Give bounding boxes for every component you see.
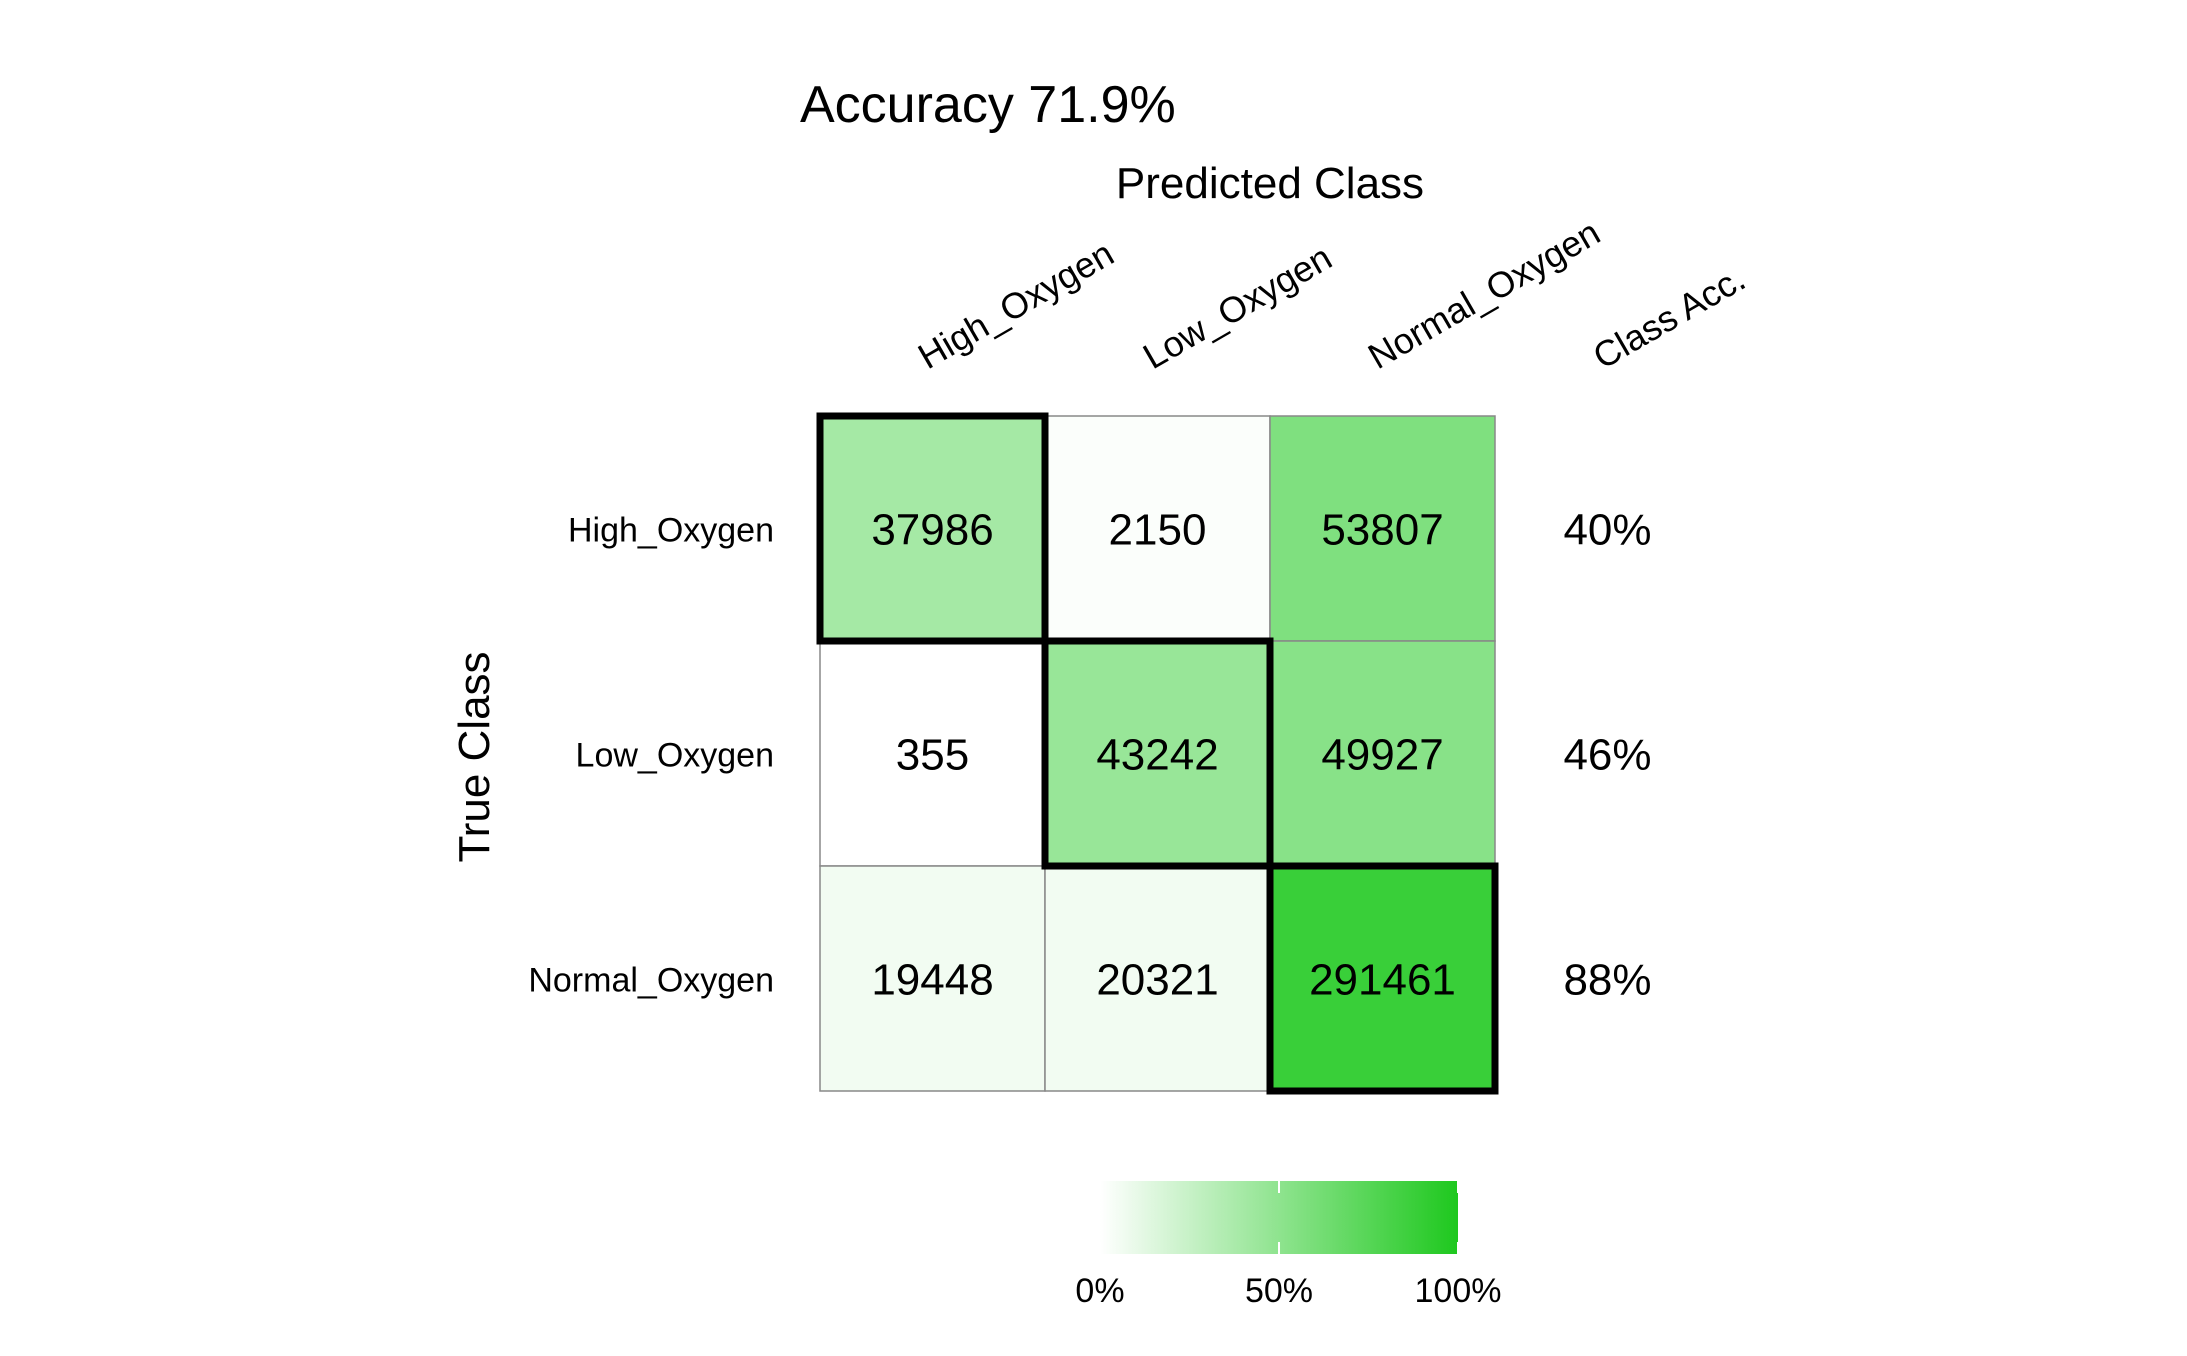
x-axis-title: Predicted Class [1116, 159, 1424, 208]
cell-count-label: 20321 [1096, 956, 1218, 1005]
diagonal-highlight [816, 412, 1049, 645]
y-axis-title: True Class [450, 651, 499, 862]
diagonal-highlight [1266, 862, 1499, 1095]
heatmap-cell [1044, 865, 1271, 1092]
diagonal-highlight [1041, 637, 1274, 870]
heatmap-cell [1269, 415, 1496, 642]
heatmap-cell [819, 865, 1046, 1092]
heatmap-cell [1044, 415, 1271, 642]
cell-count-label: 355 [896, 731, 969, 780]
chart-title: Accuracy 71.9% [800, 76, 1176, 134]
column-label: High_Oxygen [911, 232, 1120, 377]
class-accuracy-labels: 40% 46% 88% [1563, 506, 1651, 1005]
row-label: Normal_Oxygen [528, 962, 774, 1000]
cell-count-label: 53807 [1321, 506, 1443, 555]
class-accuracy-value: 46% [1563, 731, 1651, 780]
column-labels: High_Oxygen Low_Oxygen Normal_OxygenClass … [911, 211, 1752, 377]
class-accuracy-value: 88% [1563, 956, 1651, 1005]
cell-count-label: 37986 [871, 506, 993, 555]
cell-count-label: 2150 [1109, 506, 1207, 555]
heatmap-cell [819, 415, 1046, 642]
row-labels: High_Oxygen Low_Oxygen Normal_Oxygen [528, 512, 774, 1000]
class-accuracy-value: 40% [1563, 506, 1651, 555]
colorbar: 0% 50% 100% [1075, 1181, 1501, 1310]
colorbar-tick-label: 0% [1075, 1272, 1124, 1310]
cell-count-label: 49927 [1321, 731, 1443, 780]
class-acc-header: Class Acc. [1586, 257, 1752, 377]
column-label: Normal_Oxygen [1361, 211, 1607, 377]
heatmap-cells: 37986 2150 53807 355 43242 49927 19448 20321 291… [816, 412, 1499, 1095]
column-label: Low_Oxygen [1136, 236, 1338, 377]
colorbar-tick-label: 50% [1245, 1272, 1313, 1310]
colorbar-gradient [1100, 1181, 1458, 1254]
heatmap-cell [819, 640, 1046, 867]
row-label: Low_Oxygen [576, 737, 774, 775]
heatmap-cell [1044, 640, 1271, 867]
cell-count-label: 291461 [1309, 956, 1456, 1005]
heatmap-cell [1269, 640, 1496, 867]
row-label: High_Oxygen [568, 512, 774, 550]
cell-count-label: 19448 [871, 956, 993, 1005]
cell-count-label: 43242 [1096, 731, 1218, 780]
colorbar-tick-label: 100% [1415, 1272, 1502, 1310]
